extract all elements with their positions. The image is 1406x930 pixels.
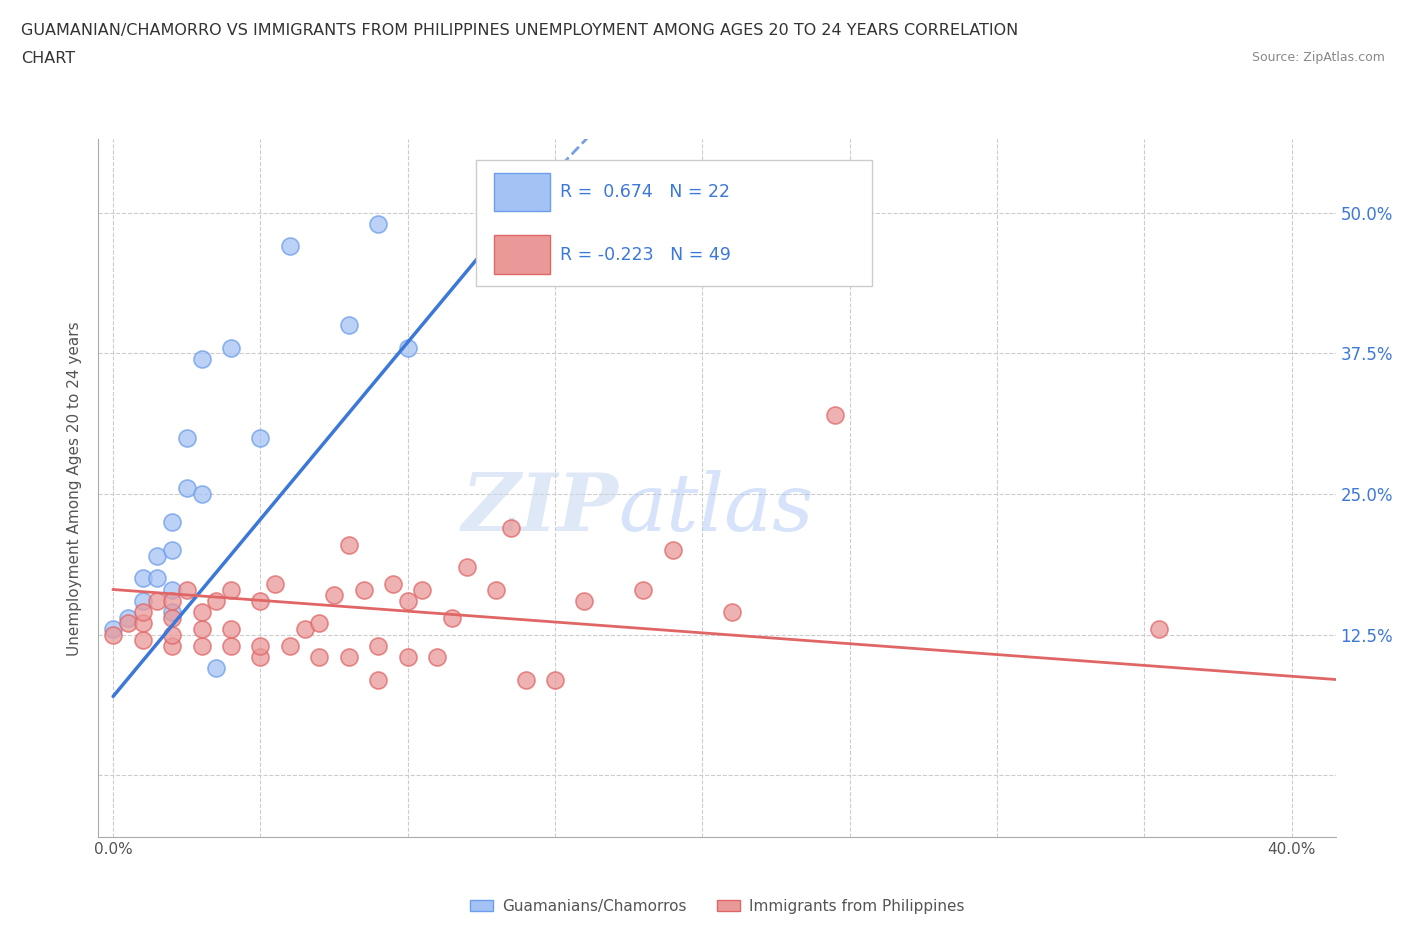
Point — [367, 638, 389, 653]
Point — [205, 661, 228, 676]
Point — [101, 627, 124, 642]
Point — [337, 537, 360, 551]
Point — [190, 352, 212, 366]
Point — [456, 560, 478, 575]
Point — [160, 593, 183, 608]
Point — [160, 627, 183, 642]
Point — [396, 649, 419, 664]
Point — [176, 431, 198, 445]
Point — [190, 621, 212, 636]
Point — [146, 571, 169, 586]
Point — [353, 582, 375, 597]
Text: Source: ZipAtlas.com: Source: ZipAtlas.com — [1251, 51, 1385, 64]
Point — [219, 621, 242, 636]
Text: R =  0.674   N = 22: R = 0.674 N = 22 — [560, 183, 730, 201]
Point — [160, 610, 183, 625]
Point — [367, 672, 389, 687]
Point — [367, 217, 389, 232]
Point — [1147, 621, 1170, 636]
Point — [249, 638, 271, 653]
Point — [146, 593, 169, 608]
Text: GUAMANIAN/CHAMORRO VS IMMIGRANTS FROM PHILIPPINES UNEMPLOYMENT AMONG AGES 20 TO : GUAMANIAN/CHAMORRO VS IMMIGRANTS FROM PH… — [21, 23, 1018, 38]
Point — [160, 638, 183, 653]
Point — [131, 616, 153, 631]
FancyBboxPatch shape — [475, 161, 872, 286]
Point — [278, 638, 301, 653]
Point — [720, 604, 742, 619]
Point — [411, 582, 433, 597]
Point — [824, 407, 846, 422]
Point — [219, 582, 242, 597]
Point — [426, 649, 449, 664]
Point — [308, 616, 330, 631]
Point — [249, 593, 271, 608]
Point — [160, 543, 183, 558]
Bar — [495, 235, 550, 273]
Point — [160, 582, 183, 597]
Bar — [495, 173, 550, 211]
Point — [337, 649, 360, 664]
Point — [662, 543, 685, 558]
Point — [190, 604, 212, 619]
Point — [219, 638, 242, 653]
Point — [249, 431, 271, 445]
Point — [131, 593, 153, 608]
Point — [485, 582, 508, 597]
Point — [294, 621, 316, 636]
Point — [176, 481, 198, 496]
Point — [219, 340, 242, 355]
Y-axis label: Unemployment Among Ages 20 to 24 years: Unemployment Among Ages 20 to 24 years — [67, 321, 83, 656]
Point — [117, 610, 139, 625]
Text: CHART: CHART — [21, 51, 75, 66]
Point — [633, 582, 655, 597]
Point — [499, 206, 522, 220]
Point — [131, 632, 153, 647]
Point — [117, 616, 139, 631]
Point — [131, 604, 153, 619]
Point — [146, 549, 169, 564]
Point — [440, 610, 463, 625]
Point — [160, 514, 183, 529]
Point — [308, 649, 330, 664]
Point — [131, 571, 153, 586]
Point — [515, 672, 537, 687]
Legend: Guamanians/Chamorros, Immigrants from Philippines: Guamanians/Chamorros, Immigrants from Ph… — [464, 893, 970, 920]
Point — [574, 593, 596, 608]
Point — [278, 239, 301, 254]
Point — [249, 649, 271, 664]
Point — [101, 621, 124, 636]
Point — [382, 577, 405, 591]
Point — [205, 593, 228, 608]
Point — [396, 340, 419, 355]
Point — [323, 588, 346, 603]
Text: R = -0.223   N = 49: R = -0.223 N = 49 — [560, 246, 731, 263]
Point — [337, 318, 360, 333]
Point — [396, 593, 419, 608]
Point — [190, 638, 212, 653]
Text: atlas: atlas — [619, 471, 814, 548]
Point — [264, 577, 287, 591]
Point — [190, 486, 212, 501]
Text: ZIP: ZIP — [461, 471, 619, 548]
Point — [160, 604, 183, 619]
Point — [544, 672, 567, 687]
Point — [176, 582, 198, 597]
Point — [499, 520, 522, 535]
